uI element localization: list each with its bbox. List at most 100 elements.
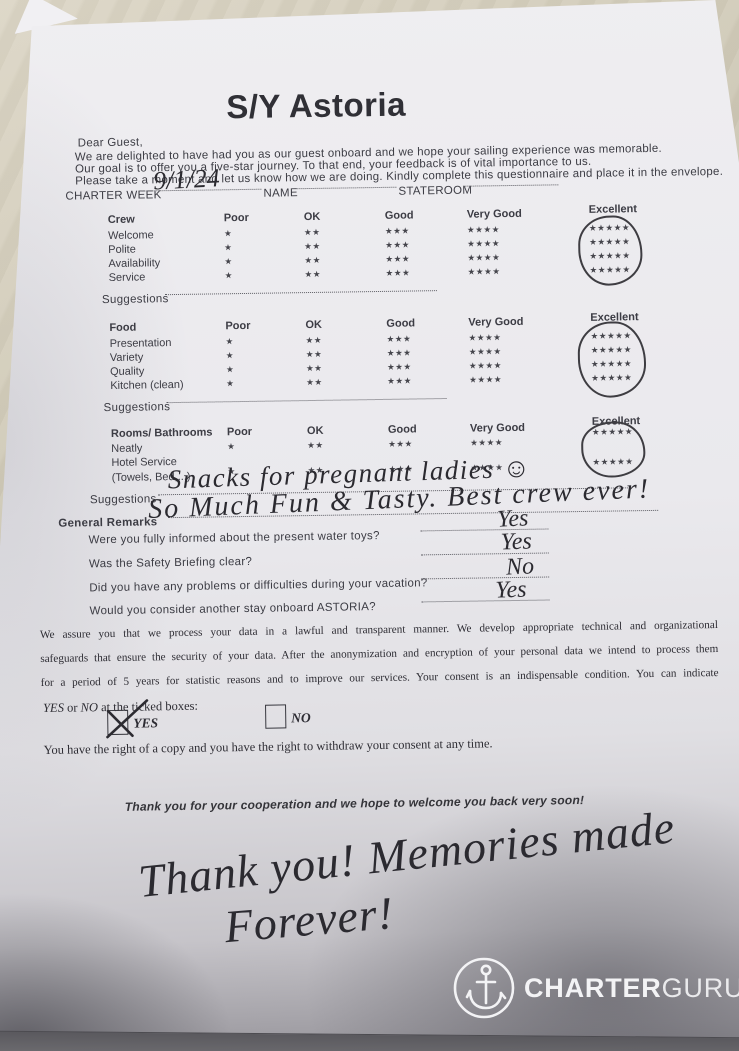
- question-water-toys: Were you fully informed about the presen…: [88, 530, 380, 547]
- privacy-yes-word: YES: [42, 700, 64, 716]
- suggestions-label-food: Suggestions: [103, 401, 171, 415]
- row-label: Polite: [108, 243, 136, 257]
- scale-label-good: Good: [384, 209, 414, 222]
- handwritten-circle-excellent-rooms: [580, 421, 646, 479]
- question-safety-briefing: Was the Safety Briefing clear?: [88, 555, 253, 571]
- anchor-in-circle-icon: [452, 956, 516, 1020]
- stars-very-good: ★★★★: [468, 332, 502, 343]
- row-label: Kitchen (clean): [110, 378, 184, 392]
- stars-ok: ★★: [305, 334, 323, 346]
- scale-label-poor: Poor: [225, 319, 251, 333]
- row-label: Welcome: [107, 229, 154, 243]
- row-label: Variety: [109, 351, 144, 364]
- name-field: [297, 175, 397, 190]
- handwritten-circle-excellent-crew: [577, 215, 643, 287]
- stars-poor: ★: [224, 242, 233, 253]
- stars-good: ★★★: [385, 239, 410, 250]
- row-label: Presentation: [109, 337, 172, 350]
- answer-handwritten: Yes: [494, 576, 527, 604]
- guest-note-line1: Thank you! Memories made: [136, 801, 678, 907]
- stars-ok: ★★: [304, 268, 322, 280]
- row-label: Service: [108, 271, 146, 284]
- privacy-no-word: NO: [80, 700, 99, 715]
- handwritten-x-mark: [101, 695, 154, 742]
- answer-field: [421, 588, 550, 603]
- stars-poor: ★: [226, 378, 235, 389]
- stars-ok: ★★: [305, 362, 323, 374]
- form-title: S/Y Astoria: [225, 85, 407, 126]
- brand-bold: CHARTER: [524, 973, 662, 1003]
- stars-good: ★★★: [387, 375, 412, 386]
- stateroom-field: [463, 173, 559, 187]
- charter-week-handwritten-value: 9/1/24: [152, 163, 221, 196]
- stars-ok: ★★: [304, 240, 321, 252]
- stars-poor: ★: [225, 364, 235, 375]
- stars-good: ★★★: [388, 438, 413, 449]
- section-title-crew: Crew: [107, 213, 135, 227]
- general-remarks-label: General Remarks: [58, 516, 158, 530]
- section-title-food: Food: [109, 321, 137, 334]
- stars-poor: ★: [223, 228, 233, 239]
- consent-no-label: NO: [291, 710, 311, 726]
- stars-poor: ★: [224, 256, 233, 267]
- salutation: Dear Guest,: [77, 136, 144, 150]
- scale-label-poor: Poor: [223, 211, 249, 225]
- scale-label-very-good: Very Good: [469, 421, 526, 435]
- crew-rating-section: Crew Poor OK Good Very Good Excellent We…: [108, 203, 668, 287]
- question-another-stay: Would you consider another stay onboard …: [89, 601, 376, 618]
- stars-ok: ★★: [307, 439, 324, 451]
- stateroom-label: STATEROOM: [398, 184, 473, 198]
- section-title-rooms: Rooms/ Bathrooms: [110, 426, 213, 440]
- scale-label-poor: Poor: [226, 425, 253, 439]
- stars-very-good: ★★★★: [466, 224, 500, 235]
- stars-ok: ★★: [306, 376, 323, 388]
- stars-good: ★★★: [385, 253, 411, 264]
- privacy-line: for a period of 5 years for statistic re…: [40, 666, 719, 690]
- row-label: Neatly: [111, 442, 143, 455]
- name-label: NAME: [263, 187, 298, 200]
- consent-no-checkbox: [265, 704, 287, 729]
- brand-light: GURU: [661, 973, 739, 1003]
- stars-good: ★★★: [386, 347, 412, 358]
- stars-good: ★★★: [385, 267, 411, 278]
- charterguru-wordmark: CHARTERGURU: [524, 956, 739, 1020]
- row-label: Quality: [109, 365, 145, 378]
- privacy-line: safeguards that ensure the security of y…: [40, 642, 719, 666]
- rooms-rating-section: Rooms/ Bathrooms Poor OK Good Very Good …: [111, 415, 671, 484]
- stars-very-good: ★★★★: [467, 238, 501, 249]
- food-rating-section: Food Poor OK Good Very Good Excellent Pr…: [109, 311, 669, 399]
- stars-very-good: ★★★★: [470, 437, 504, 448]
- stars-poor: ★: [225, 336, 234, 347]
- answer-handwritten: Yes: [500, 528, 533, 556]
- stars-very-good: ★★★★: [468, 346, 502, 357]
- scale-label-excellent: Excellent: [588, 203, 638, 216]
- charterguru-watermark: CHARTERGURU: [452, 956, 739, 1020]
- scale-label-ok: OK: [303, 210, 321, 224]
- stars-very-good: ★★★★: [467, 252, 501, 263]
- stars-very-good: ★★★★: [468, 360, 502, 371]
- suggestions-label-crew: Suggestions: [101, 293, 169, 307]
- stars-very-good: ★★★★: [467, 266, 501, 277]
- stars-good: ★★★: [386, 333, 412, 344]
- handwritten-circle-excellent-food: [577, 321, 647, 399]
- question-problems: Did you have any problems or difficultie…: [89, 577, 428, 595]
- stars-poor: ★: [224, 270, 233, 281]
- scale-label-very-good: Very Good: [468, 315, 524, 329]
- row-label: Availability: [108, 257, 161, 271]
- scale-label-good: Good: [386, 317, 416, 330]
- scale-label-ok: OK: [306, 424, 324, 438]
- scale-label-good: Good: [387, 423, 417, 436]
- privacy-line: We assure you that we process your data …: [39, 619, 718, 642]
- stars-poor: ★: [227, 441, 236, 452]
- scale-label-ok: OK: [305, 318, 322, 332]
- stars-ok: ★★: [304, 254, 321, 266]
- scale-label-very-good: Very Good: [466, 207, 522, 221]
- stars-good: ★★★: [384, 225, 410, 236]
- stars-very-good: ★★★★: [469, 374, 503, 385]
- stars-ok: ★★: [303, 226, 321, 238]
- stars-poor: ★: [225, 350, 235, 361]
- stars-good: ★★★: [386, 361, 412, 372]
